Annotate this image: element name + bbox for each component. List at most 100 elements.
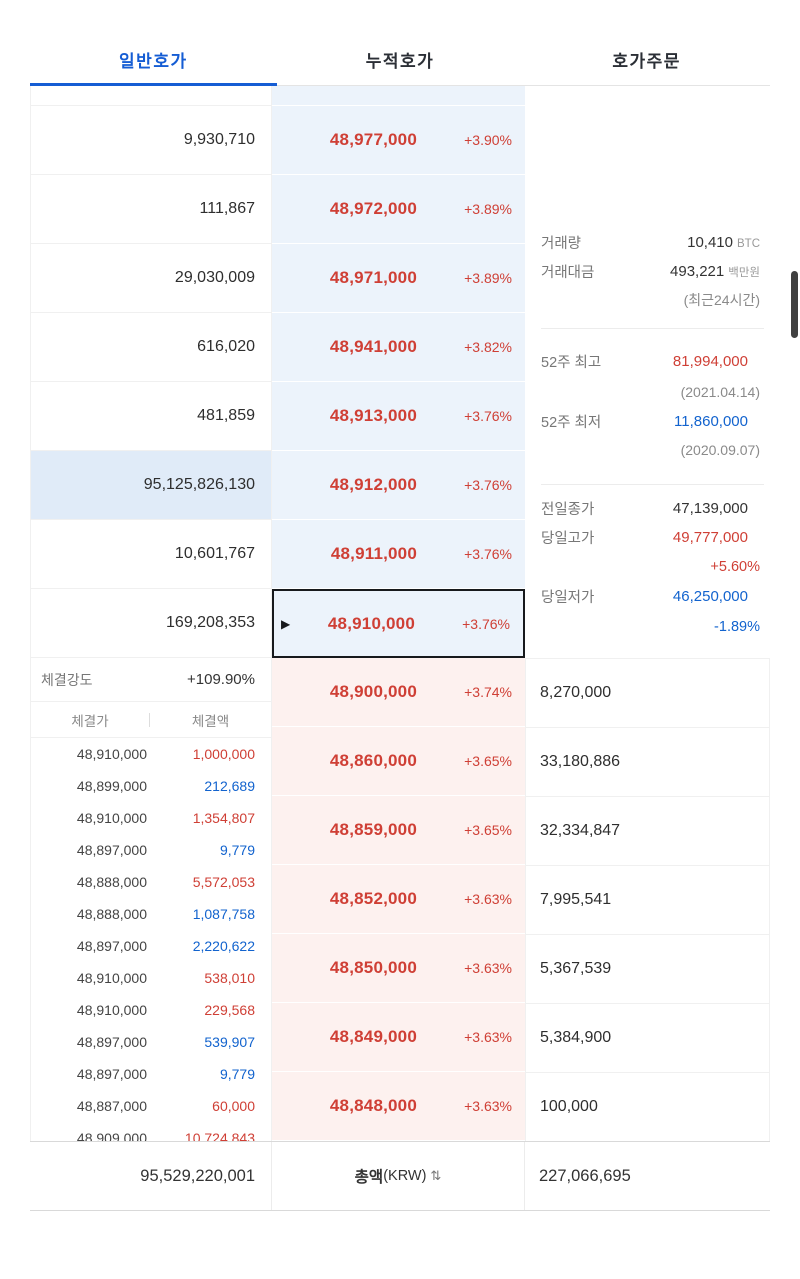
ask-change-pct: +3.82% xyxy=(464,339,512,355)
bid-price-cell[interactable]: 48,852,000 +3.63% xyxy=(272,865,525,934)
trade-amount: 5,572,053 xyxy=(192,874,255,890)
trade-price: 48,910,000 xyxy=(76,810,147,826)
trade-row: 48,909,000 10,724,843 xyxy=(31,1122,271,1141)
totals-footer: 95,529,220,001 총액 (KRW) ⇅ 227,066,695 xyxy=(30,1141,770,1211)
turnover-value: 493,221 xyxy=(670,263,725,280)
week52-low-value: 11,860,000 xyxy=(674,413,748,430)
bid-price-cell[interactable]: 48,900,000 +3.74% xyxy=(272,658,525,727)
bid-quantity-cell[interactable]: 33,180,886 xyxy=(526,728,769,797)
day-low-label: 당일저가 xyxy=(541,590,595,606)
bid-quantity-cell[interactable]: 5,367,539 xyxy=(526,935,769,1004)
bid-price: 48,850,000 xyxy=(329,958,417,977)
trade-price: 48,897,000 xyxy=(76,842,147,858)
tab-general-quotes[interactable]: 일반호가 xyxy=(30,34,277,86)
total-label: 총액 xyxy=(354,1169,384,1186)
price-column: 48,977,000 +3.90% 48,972,000 +3.89% 48,9… xyxy=(272,86,525,1141)
tab-quote-order[interactable]: 호가주문 xyxy=(612,52,681,71)
day-high-value: 49,777,000 xyxy=(672,529,748,546)
strength-value: +109.90% xyxy=(187,671,255,688)
scrollbar-thumb[interactable] xyxy=(791,271,798,338)
total-unit: (KRW) xyxy=(383,1168,427,1184)
ask-price: 48,977,000 xyxy=(329,130,417,149)
partial-row-stub xyxy=(31,86,271,106)
day-low-pct: -1.89% xyxy=(714,618,760,635)
week52-low-label: 52주 최저 xyxy=(541,415,602,431)
tab-bar: 일반호가 누적호가 호가주문 xyxy=(30,34,770,86)
turnover-value-group: 493,221 백만원 xyxy=(670,263,760,280)
bid-quantity-cell[interactable]: 32,334,847 xyxy=(526,797,769,866)
trade-row: 48,899,000 212,689 xyxy=(31,770,271,802)
prev-close-line: 전일종가 47,139,000 xyxy=(541,494,770,523)
ask-price: 48,941,000 xyxy=(329,337,417,356)
bid-change-pct: +3.63% xyxy=(464,960,512,976)
bid-price: 48,860,000 xyxy=(329,751,417,770)
tab-cumulative-quotes[interactable]: 누적호가 xyxy=(365,52,435,71)
ask-quantity-cell[interactable]: 9,930,710 xyxy=(31,106,271,175)
trade-price: 48,887,000 xyxy=(76,1098,147,1114)
bid-price: 48,849,000 xyxy=(329,1027,417,1046)
ask-change-pct: +3.76% xyxy=(464,546,512,562)
partial-price-stub xyxy=(272,86,525,106)
trade-price: 48,910,000 xyxy=(76,970,147,986)
trade-price: 48,888,000 xyxy=(76,874,147,890)
bid-price-cell[interactable]: 48,850,000 +3.63% xyxy=(272,934,525,1003)
ask-price: 48,912,000 xyxy=(329,475,417,494)
ask-price-cell[interactable]: 48,941,000 +3.82% xyxy=(272,313,525,382)
period-note: (최근24시간) xyxy=(683,291,760,308)
trade-amount-header: 체결액 xyxy=(191,713,230,729)
bid-quantity-cell[interactable]: 5,384,900 xyxy=(526,1004,769,1073)
trade-row: 48,897,000 2,220,622 xyxy=(31,930,271,962)
ask-price-cell[interactable]: 48,977,000 +3.90% xyxy=(272,106,525,175)
ask-quantity-cell[interactable]: 10,601,767 xyxy=(31,520,271,589)
ask-change-pct: +3.90% xyxy=(464,132,512,148)
current-price-cell[interactable]: ▶ 48,910,000 +3.76% xyxy=(272,589,525,658)
week52-high-value: 81,994,000 xyxy=(672,353,748,370)
ask-quantity-cell[interactable]: 29,030,009 xyxy=(31,244,271,313)
ask-quantity-cell-highlighted[interactable]: 95,125,826,130 xyxy=(31,451,271,520)
ask-quantity-cell[interactable]: 616,020 xyxy=(31,313,271,382)
trade-price: 48,888,000 xyxy=(76,906,147,922)
ask-quantity-cell[interactable]: 481,859 xyxy=(31,382,271,451)
bid-quantity-cell[interactable]: 100,000 xyxy=(526,1073,769,1142)
current-change-pct: +3.76% xyxy=(462,615,510,632)
strength-label: 체결강도 xyxy=(41,671,93,688)
ask-price-cell[interactable]: 48,911,000 +3.76% xyxy=(272,520,525,589)
panel-divider xyxy=(541,328,764,329)
ask-change-pct: +3.76% xyxy=(464,408,512,424)
bid-price-cell[interactable]: 48,849,000 +3.63% xyxy=(272,1003,525,1072)
trade-price: 48,909,000 xyxy=(76,1130,147,1141)
ask-quantity-cell[interactable]: 111,867 xyxy=(31,175,271,244)
trade-row: 48,910,000 538,010 xyxy=(31,962,271,994)
trade-amount: 10,724,843 xyxy=(184,1130,255,1141)
week52-low-date: (2020.09.07) xyxy=(680,441,760,458)
ask-price: 48,971,000 xyxy=(329,268,417,287)
day-high-label: 당일고가 xyxy=(541,531,595,547)
bid-quantity-cell[interactable]: 7,995,541 xyxy=(526,866,769,935)
trade-price: 48,897,000 xyxy=(76,1066,147,1082)
trade-list: 48,910,000 1,000,000 48,899,000 212,689 … xyxy=(31,738,271,1141)
bid-price: 48,859,000 xyxy=(329,820,417,839)
day-high-line: 당일고가 49,777,000 xyxy=(541,523,770,552)
bid-price-cell[interactable]: 48,859,000 +3.65% xyxy=(272,796,525,865)
ask-price-cell[interactable]: 48,971,000 +3.89% xyxy=(272,244,525,313)
bid-price-cell[interactable]: 48,848,000 +3.63% xyxy=(272,1072,525,1141)
bid-quantity-cell[interactable]: 8,270,000 xyxy=(526,659,769,728)
trade-row: 48,888,000 5,572,053 xyxy=(31,866,271,898)
week52-high-line: 52주 최고 81,994,000 xyxy=(541,347,770,376)
current-price-marker-icon: ▶ xyxy=(281,616,291,631)
trade-amount: 229,568 xyxy=(204,1002,255,1018)
ask-price-cell[interactable]: 48,913,000 +3.76% xyxy=(272,382,525,451)
turnover-line: 거래대금 493,221 백만원 xyxy=(541,257,770,286)
ask-change-pct: +3.89% xyxy=(464,270,512,286)
day-low-line: 당일저가 46,250,000 xyxy=(541,582,770,611)
total-unit-toggle[interactable]: 총액 (KRW) ⇅ xyxy=(272,1142,525,1210)
ask-price-cell[interactable]: 48,972,000 +3.89% xyxy=(272,175,525,244)
ask-quantity-column: 9,930,710 111,867 29,030,009 616,020 481… xyxy=(30,86,272,1141)
trade-row: 48,897,000 539,907 xyxy=(31,1026,271,1058)
bid-price-cell[interactable]: 48,860,000 +3.65% xyxy=(272,727,525,796)
ask-price-cell[interactable]: 48,912,000 +3.76% xyxy=(272,451,525,520)
ask-quantity-cell[interactable]: 169,208,353 xyxy=(31,589,271,658)
trade-strength-row: 체결강도 +109.90% xyxy=(31,658,271,702)
day-high-pct: +5.60% xyxy=(710,558,760,575)
trade-row: 48,910,000 1,000,000 xyxy=(31,738,271,770)
